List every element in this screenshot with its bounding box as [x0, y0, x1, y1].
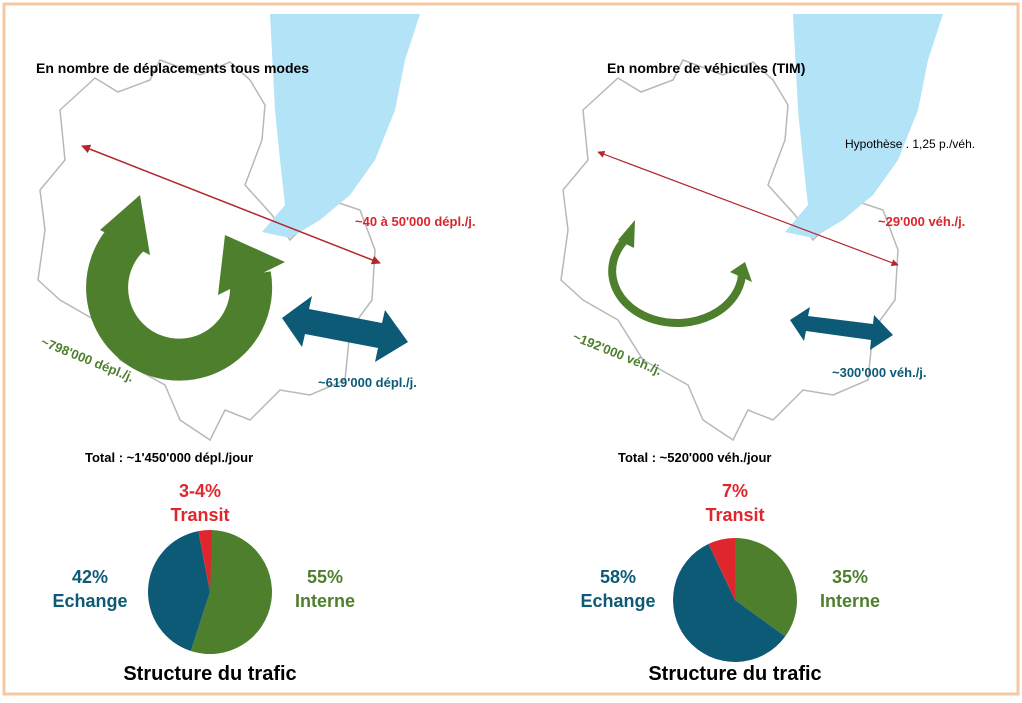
internal-arrow	[86, 219, 273, 381]
total-label: Total : ~520'000 véh./jour	[618, 450, 772, 465]
exchange-label: ~619'000 dépl./j.	[318, 375, 417, 390]
pie-value-label: 42%	[72, 567, 108, 587]
pie-value-label: 7%	[722, 481, 748, 501]
transit-arrow	[597, 150, 899, 267]
pie-category-label: Interne	[295, 591, 355, 611]
pie-value-label: 58%	[600, 567, 636, 587]
pie-title: Structure du trafic	[123, 663, 296, 685]
pie-slice	[673, 543, 786, 662]
pie-value-label: 35%	[832, 567, 868, 587]
pie-category-label: Echange	[580, 591, 655, 611]
pie-slice	[198, 530, 212, 592]
crossing-label: ~29'000 véh./j.	[878, 214, 965, 229]
panel-title: En nombre de déplacements tous modes	[36, 60, 309, 76]
pie-category-label: Transit	[170, 505, 229, 525]
pie-slice	[148, 531, 210, 651]
arrow-head	[730, 262, 752, 282]
transit-arrow	[81, 144, 381, 265]
pie-category-label: Echange	[52, 591, 127, 611]
total-label: Total : ~1'450'000 dépl./jour	[85, 450, 253, 465]
exchange-arrow	[790, 307, 893, 350]
pie-value-label: 55%	[307, 567, 343, 587]
crossing-label: ~40 à 50'000 dépl./j.	[355, 214, 476, 229]
pie-category-label: Interne	[820, 591, 880, 611]
pie-title: Structure du trafic	[648, 663, 821, 685]
pie-category-label: Transit	[705, 505, 764, 525]
arrow-head	[618, 220, 635, 248]
panel-title: En nombre de véhicules (TIM)	[607, 60, 805, 76]
internal-arrow	[608, 237, 746, 327]
arrow-head	[218, 235, 285, 295]
note: Hypothèse . 1,25 p./véh.	[845, 137, 975, 151]
pie-slice	[190, 530, 273, 654]
pie-value-label: 3-4%	[179, 481, 221, 501]
pie-slice	[708, 538, 735, 600]
exchange-arrow	[282, 296, 408, 362]
arrow-head	[100, 195, 150, 255]
pie-slice	[735, 538, 797, 637]
exchange-label: ~300'000 véh./j.	[832, 365, 927, 380]
